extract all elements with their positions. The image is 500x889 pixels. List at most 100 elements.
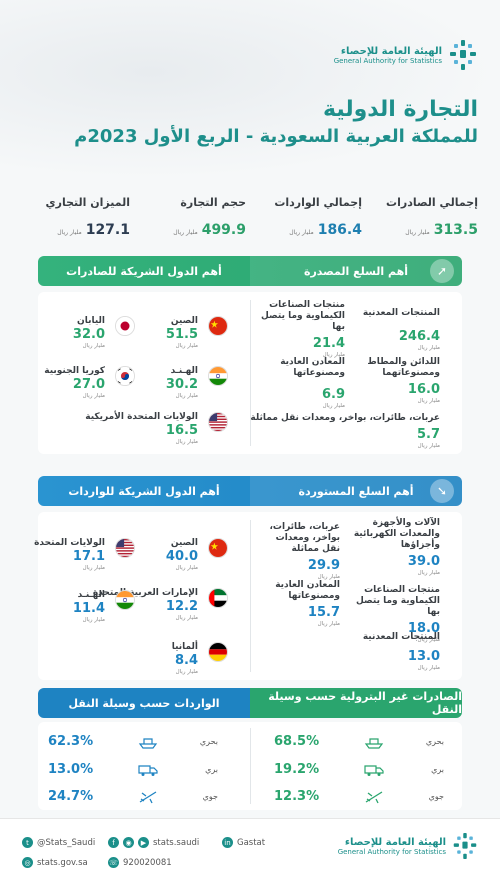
partner-unit: مليار ريال	[175, 343, 198, 349]
partner-name: اليابان	[77, 316, 105, 326]
good-unit: مليار ريال	[417, 665, 440, 671]
china-flag-icon	[208, 316, 228, 336]
india-flag-icon	[115, 590, 135, 610]
uae-flag-icon	[208, 588, 228, 608]
twitter-handle: @Stats_Saudi	[37, 837, 96, 848]
partner-unit: مليار ريال	[82, 393, 105, 399]
website-link[interactable]: ◎ stats.gov.sa	[22, 857, 88, 868]
good-name: المنتجات المعدنية	[362, 308, 440, 318]
kpi-value: 186.4	[317, 222, 362, 238]
transport-header-band: الصادرات غير البترولية حسب وسيلة النقل ا…	[38, 688, 462, 718]
linkedin-link[interactable]: in Gastat	[222, 837, 265, 848]
transport-divider	[250, 728, 251, 804]
partner-unit: مليار ريال	[175, 669, 198, 675]
exports-transport-land: بري 19.2%	[274, 762, 444, 777]
import-good-3: منتجات الصناعات الكيماوية وما يتصل بها 1…	[345, 585, 440, 643]
phone-link[interactable]: ☏ 920020081	[108, 857, 172, 868]
partner-value: 30.2	[165, 377, 198, 392]
good-unit: مليار ريال	[322, 403, 345, 409]
transport-pct: 19.2%	[274, 762, 320, 777]
export-partner-usa: الولايات المتحدة الأمريكية 16.5 مليار ري…	[85, 412, 228, 445]
south-korea-flag-icon	[115, 366, 135, 386]
footer: t @Stats_Saudi ◎ stats.gov.sa f ◉ ▶ stat…	[0, 818, 500, 889]
partner-value: 27.0	[72, 377, 105, 392]
transport-mode: بحري	[425, 737, 444, 746]
good-unit: مليار ريال	[417, 443, 440, 449]
ship-icon	[138, 737, 158, 749]
partner-value: 17.1	[72, 549, 105, 564]
good-value: 6.9	[321, 387, 345, 402]
kpi-row: إجمالي الصادرات 313.5مليار ريال إجمالي ا…	[30, 196, 478, 242]
china-flag-icon	[208, 538, 228, 558]
export-good-3: اللدائن والمطاط ومصنوعاتهما 16.0 مليار ر…	[350, 357, 440, 404]
org-name-en: General Authority for Statistics	[333, 56, 442, 65]
website-url: stats.gov.sa	[37, 857, 88, 868]
partner-value: 16.5	[165, 423, 198, 438]
kpi-unit: مليار ريال	[173, 229, 198, 236]
youtube-icon: ▶	[138, 837, 149, 848]
transport-pct: 62.3%	[48, 734, 94, 749]
phone-number: 920020081	[123, 857, 172, 868]
partner-unit: مليار ريال	[82, 565, 105, 571]
transport-mode: جوي	[428, 792, 444, 801]
good-unit: مليار ريال	[417, 398, 440, 404]
export-good-2: منتجات الصناعات الكيماوية وما يتصل بها 2…	[250, 300, 345, 358]
plane-icon	[139, 790, 157, 803]
exports-transport-title: الصادرات غير البترولية حسب وسيلة النقل	[268, 690, 462, 716]
org-name-ar: الهيئة العامة للإحصاء	[340, 45, 442, 57]
import-good-1: الآلات والأجهزة والمعدات الكهربائية وأجز…	[345, 518, 440, 576]
good-name: منتجات الصناعات الكيماوية وما يتصل بها	[356, 585, 440, 617]
arrow-up-right-icon: ➚	[430, 259, 454, 283]
transport-mode: جوي	[202, 792, 218, 801]
kpi-unit: مليار ريال	[289, 229, 314, 236]
usa-flag-icon	[208, 412, 228, 432]
good-value: 18.0	[407, 621, 440, 636]
good-name: عربات، طائرات، بواخر، ومعدات نقل مماثلة	[269, 522, 340, 554]
linkedin-icon: in	[222, 837, 233, 848]
gastat-logo-icon	[450, 40, 476, 70]
truck-icon	[364, 764, 384, 776]
instagram-icon: ◉	[123, 837, 134, 848]
india-flag-icon	[208, 366, 228, 386]
title-line-2: للمملكة العربية السعودية - الربع الأول 2…	[74, 126, 478, 147]
twitter-link[interactable]: t @Stats_Saudi	[22, 837, 95, 848]
export-partners-header: أهم الدول الشريكة للصادرات	[38, 256, 250, 286]
import-partner-china: الصين 40.0 مليار ريال	[166, 538, 228, 571]
partner-value: 51.5	[165, 327, 198, 342]
kpi-label: إجمالي الواردات	[274, 196, 362, 209]
partner-value: 12.2	[165, 599, 198, 614]
good-unit: مليار ريال	[417, 345, 440, 351]
transport-pct: 12.3%	[274, 789, 320, 804]
kpi-label: حجم التجارة	[180, 196, 246, 209]
good-value: 15.7	[307, 605, 340, 620]
imports-transport-air: جوي 24.7%	[48, 789, 218, 804]
export-partner-china: الصين 51.5 مليار ريال	[166, 316, 228, 349]
partner-unit: مليار ريال	[175, 439, 198, 445]
partner-unit: مليار ريال	[175, 615, 198, 621]
kpi-label: إجمالي الصادرات	[386, 196, 478, 209]
good-value: 21.4	[312, 336, 345, 351]
partner-name: الهـنـد	[77, 590, 105, 600]
imported-goods-title: أهم السلع المستوردة	[298, 484, 414, 498]
good-unit: مليار ريال	[317, 574, 340, 580]
kpi-label: الميزان التجاري	[45, 196, 130, 209]
export-good-4: المعادن العادية ومصنوعاتها 6.9 مليار ريا…	[250, 357, 345, 409]
good-unit: مليار ريال	[317, 621, 340, 627]
exported-goods-header: ➚ أهم السلع المصدرة	[250, 256, 462, 286]
import-partners-title: أهم الدول الشريكة للواردات	[68, 484, 220, 498]
twitter-icon: t	[22, 837, 33, 848]
transport-mode: بري	[205, 765, 218, 774]
usa-flag-icon	[115, 538, 135, 558]
partner-value: 8.4	[174, 653, 198, 668]
kpi-unit: مليار ريال	[405, 229, 430, 236]
good-value: 39.0	[407, 554, 440, 569]
facebook-icon: f	[108, 837, 119, 848]
partner-unit: مليار ريال	[82, 343, 105, 349]
social-link[interactable]: f ◉ ▶ stats.saudi	[108, 837, 199, 848]
exported-goods-title: أهم السلع المصدرة	[303, 264, 409, 278]
import-partner-india: الهـنـد 11.4 مليار ريال	[73, 590, 135, 623]
globe-icon: ◎	[22, 857, 33, 868]
exports-transport-sea: بحري 68.5%	[274, 734, 444, 749]
japan-flag-icon	[115, 316, 135, 336]
import-good-2: عربات، طائرات، بواخر، ومعدات نقل مماثلة …	[255, 522, 340, 580]
